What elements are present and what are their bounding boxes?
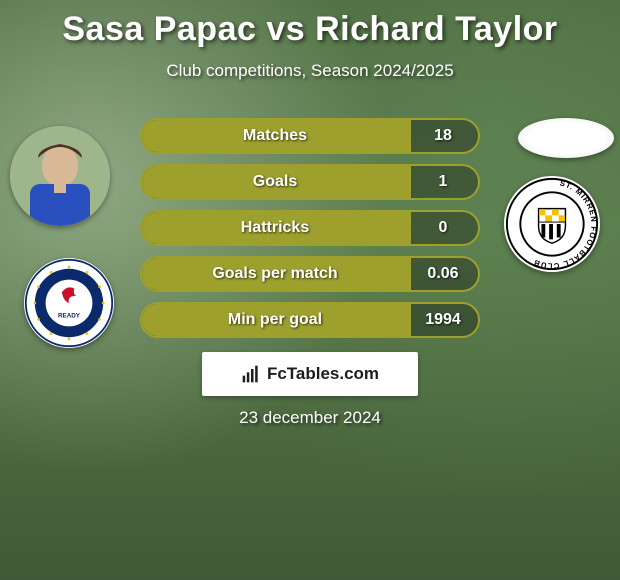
brand-text: FcTables.com	[267, 364, 379, 384]
stat-row: Hattricks0	[140, 210, 480, 246]
stat-label: Min per goal	[142, 311, 408, 329]
stat-label: Hattricks	[142, 219, 408, 237]
content: Sasa Papac vs Richard Taylor Club compet…	[0, 0, 620, 81]
stat-row: Goals per match0.06	[140, 256, 480, 292]
svg-text:READY: READY	[58, 312, 81, 319]
stat-value: 1	[408, 173, 478, 191]
date-text: 23 december 2024	[239, 408, 381, 428]
page-title: Sasa Papac vs Richard Taylor	[0, 10, 620, 49]
stat-value: 0	[408, 219, 478, 237]
chart-icon	[241, 364, 261, 384]
stats-list: Matches18 Goals1 Hattricks0 Goals per match…	[140, 118, 480, 338]
stat-value: 18	[408, 127, 478, 145]
brand-watermark: FcTables.com	[202, 352, 418, 396]
stat-row: Min per goal1994	[140, 302, 480, 338]
stat-value: 1994	[408, 311, 478, 329]
player-right-photo	[518, 118, 614, 158]
stat-row: Matches18	[140, 118, 480, 154]
stat-label: Matches	[142, 127, 408, 145]
player-left-photo	[10, 126, 110, 226]
club-badge-left: READY	[24, 258, 114, 348]
club-badge-right: ST. MIRREN FOOTBALL CLUB	[504, 176, 600, 272]
stat-label: Goals	[142, 173, 408, 191]
stat-row: Goals1	[140, 164, 480, 200]
stat-label: Goals per match	[142, 265, 408, 283]
stat-value: 0.06	[408, 265, 478, 283]
subtitle: Club competitions, Season 2024/2025	[0, 61, 620, 81]
